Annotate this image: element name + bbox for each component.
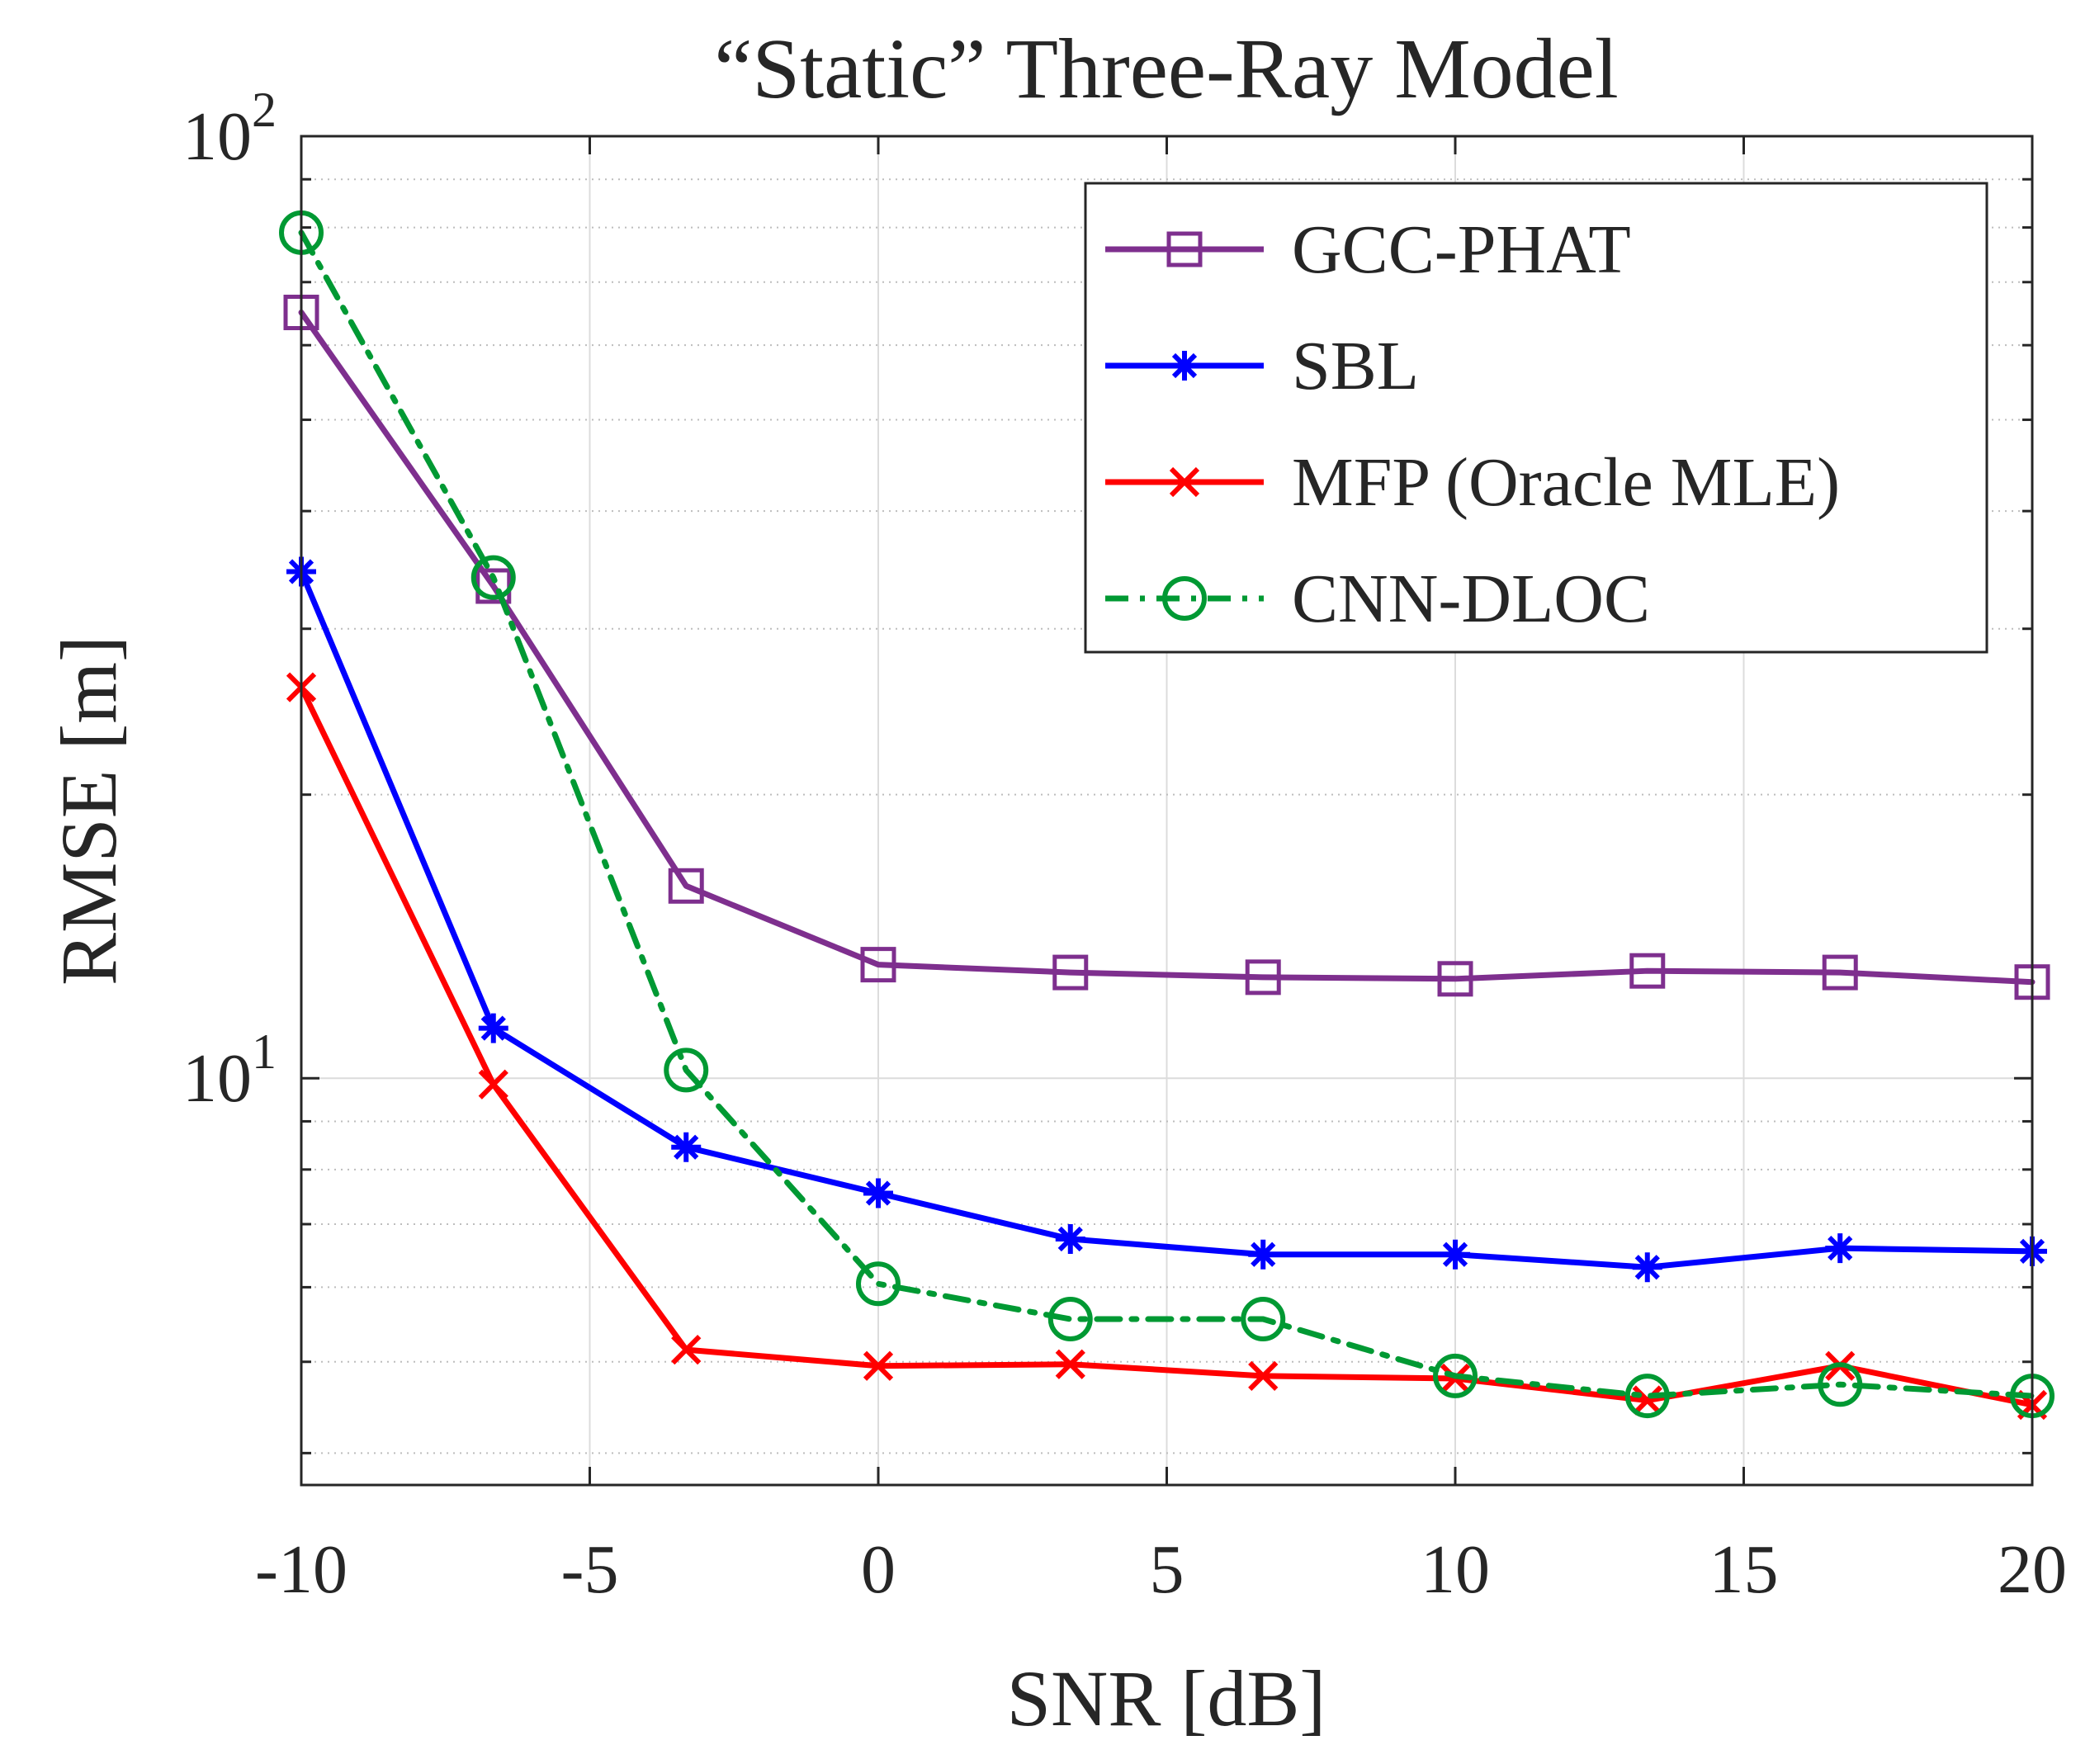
data-point-marker bbox=[1624, 1374, 1670, 1419]
data-point-marker bbox=[1629, 953, 1666, 989]
data-point-marker bbox=[863, 1178, 893, 1208]
data-point-marker bbox=[478, 1069, 508, 1100]
legend-label: CNN-DLOC bbox=[1292, 560, 1650, 637]
y-tick-label-exponent: 2 bbox=[252, 83, 277, 137]
data-point-marker bbox=[1433, 1353, 1478, 1398]
x-tick-label: 5 bbox=[1150, 1531, 1184, 1608]
chart-title: “Static” Three-Ray Model bbox=[714, 21, 1618, 116]
data-point-marker bbox=[1248, 1239, 1279, 1270]
data-point-marker bbox=[478, 1013, 508, 1043]
data-point-marker bbox=[1052, 954, 1089, 991]
legend-entry: SBL bbox=[1105, 328, 1419, 404]
legend-entry: MFP (Oracle MLE) bbox=[1105, 444, 1840, 521]
legend-box bbox=[1084, 182, 1988, 654]
series-line bbox=[298, 568, 2036, 1270]
data-point-marker bbox=[1245, 959, 1281, 996]
x-axis-label: SNR [dB] bbox=[1007, 1654, 1326, 1743]
data-point-marker bbox=[664, 1048, 709, 1093]
data-point-marker bbox=[1825, 1233, 1856, 1264]
series-line bbox=[298, 684, 2036, 1408]
data-point-marker bbox=[1047, 1297, 1093, 1342]
data-point-marker bbox=[1055, 1224, 1085, 1255]
data-point-marker bbox=[1440, 1239, 1470, 1270]
legend-entry: CNN-DLOC bbox=[1105, 560, 1650, 637]
legend-label: GCC-PHAT bbox=[1292, 211, 1631, 288]
data-point-marker bbox=[1822, 954, 1858, 991]
data-point-marker bbox=[1632, 1385, 1662, 1416]
legend-label: MFP (Oracle MLE) bbox=[1292, 444, 1840, 521]
x-tick-label: 10 bbox=[1421, 1531, 1490, 1608]
x-tick-label: 15 bbox=[1709, 1531, 1779, 1608]
data-point-marker bbox=[668, 868, 704, 904]
legend-marker bbox=[1170, 351, 1199, 381]
x-tick-label: -10 bbox=[255, 1531, 348, 1608]
legend: GCC-PHAT SBL MFP (Oracle MLE) CNN-DLOC bbox=[1084, 182, 1988, 654]
legend-marker bbox=[1169, 466, 1200, 498]
data-point-marker bbox=[671, 1334, 702, 1365]
x-tick-label: -5 bbox=[561, 1531, 619, 1608]
y-tick-label-exponent: 1 bbox=[252, 1024, 277, 1079]
legend-marker bbox=[1162, 576, 1207, 621]
x-tick-label: 0 bbox=[861, 1531, 896, 1608]
y-tick-label: 102 bbox=[182, 83, 277, 175]
data-point-marker bbox=[860, 947, 896, 983]
series-layer bbox=[279, 210, 2055, 1421]
x-tick-label: 20 bbox=[1998, 1531, 2067, 1608]
data-point-marker bbox=[1241, 1297, 1286, 1342]
y-tick-label: 101 bbox=[182, 1024, 277, 1117]
data-point-marker bbox=[1632, 1252, 1662, 1283]
series-line bbox=[298, 229, 2036, 1399]
data-point-marker bbox=[1437, 961, 1473, 997]
data-point-marker bbox=[1248, 1360, 1279, 1392]
data-point-marker bbox=[863, 1350, 894, 1381]
y-tick-label-base: 10 bbox=[182, 98, 252, 175]
legend-label: SBL bbox=[1292, 328, 1419, 404]
data-point-marker bbox=[470, 555, 516, 600]
y-axis-label: RMSE [m] bbox=[45, 636, 133, 986]
data-point-marker bbox=[671, 1132, 702, 1162]
data-point-marker bbox=[1818, 1362, 1863, 1407]
legend-marker bbox=[1166, 231, 1203, 267]
data-point-marker bbox=[856, 1261, 901, 1307]
data-point-marker bbox=[1055, 1349, 1085, 1379]
y-tick-label-base: 10 bbox=[182, 1040, 252, 1117]
legend-entry: GCC-PHAT bbox=[1105, 211, 1631, 288]
series-line bbox=[298, 310, 2036, 986]
